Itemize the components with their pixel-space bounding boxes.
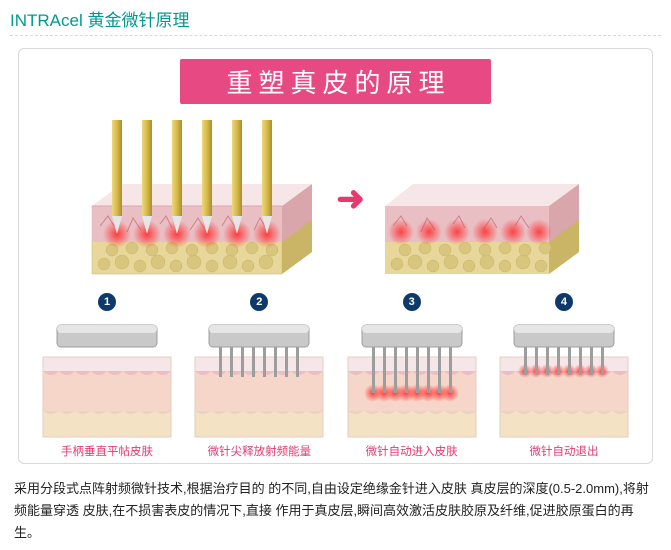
page-title: INTRAcel 黄金微针原理 xyxy=(10,6,661,36)
figure-banner: 重塑真皮的原理 xyxy=(180,59,490,104)
step-caption: 微针自动退出 xyxy=(494,443,634,459)
arrow-icon: ➜ xyxy=(336,182,365,216)
step-3: 3 微针自动进入皮肤 xyxy=(342,292,482,459)
top-row: ➜ xyxy=(37,114,634,284)
step-2: 2 微针尖释放射频能量 xyxy=(189,292,329,459)
steps-row: 1 手柄垂直平帖皮肤 2 微针尖释放射频能量 3 xyxy=(37,292,634,459)
step-1: 1 手柄垂直平帖皮肤 xyxy=(37,292,177,459)
step-badge: 1 xyxy=(98,293,116,311)
skin-block-needles xyxy=(82,114,322,284)
step-caption: 微针自动进入皮肤 xyxy=(342,443,482,459)
body-text: 采用分段式点阵射频微针技术,根据治疗目的 的不同,自由设定绝缘金针进入皮肤 真皮… xyxy=(14,478,657,544)
step-caption: 微针尖释放射频能量 xyxy=(189,443,329,459)
skin-block-healed xyxy=(379,114,589,284)
step-4: 4 微针自动退出 xyxy=(494,292,634,459)
figure-card: 重塑真皮的原理 xyxy=(18,48,653,464)
step-badge: 3 xyxy=(403,293,421,311)
step-badge: 4 xyxy=(555,293,573,311)
step-badge: 2 xyxy=(250,293,268,311)
step-caption: 手柄垂直平帖皮肤 xyxy=(37,443,177,459)
